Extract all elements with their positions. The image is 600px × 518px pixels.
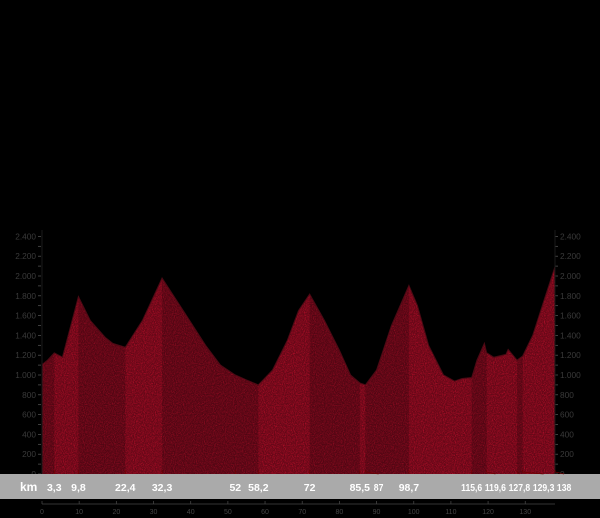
svg-text:58,2: 58,2 bbox=[248, 482, 269, 494]
svg-text:70: 70 bbox=[298, 509, 306, 516]
svg-text:400: 400 bbox=[560, 429, 574, 439]
svg-text:1.000: 1.000 bbox=[560, 370, 581, 380]
svg-text:2.000: 2.000 bbox=[15, 271, 36, 281]
svg-text:1.200: 1.200 bbox=[15, 350, 36, 360]
svg-text:1.000: 1.000 bbox=[15, 370, 36, 380]
svg-text:600: 600 bbox=[560, 410, 574, 420]
svg-text:20: 20 bbox=[112, 509, 120, 516]
svg-text:800: 800 bbox=[22, 390, 36, 400]
svg-text:1.800: 1.800 bbox=[560, 291, 581, 301]
svg-text:32,3: 32,3 bbox=[152, 482, 173, 494]
svg-text:87: 87 bbox=[374, 482, 384, 494]
svg-text:22,4: 22,4 bbox=[115, 482, 136, 494]
svg-text:1.400: 1.400 bbox=[15, 330, 36, 340]
svg-text:100: 100 bbox=[408, 509, 420, 516]
svg-text:50: 50 bbox=[224, 509, 232, 516]
svg-text:60: 60 bbox=[261, 509, 269, 516]
svg-text:52: 52 bbox=[229, 482, 241, 494]
svg-text:1.800: 1.800 bbox=[15, 291, 36, 301]
svg-text:72: 72 bbox=[304, 482, 316, 494]
svg-text:2.200: 2.200 bbox=[15, 251, 36, 261]
svg-text:0: 0 bbox=[40, 509, 44, 516]
svg-text:130: 130 bbox=[519, 509, 531, 516]
svg-text:110: 110 bbox=[445, 509, 456, 516]
svg-text:129,3: 129,3 bbox=[533, 482, 555, 494]
svg-text:115,6: 115,6 bbox=[461, 482, 482, 494]
svg-text:2.200: 2.200 bbox=[560, 251, 581, 261]
svg-text:80: 80 bbox=[335, 509, 343, 516]
svg-text:30: 30 bbox=[150, 509, 158, 516]
svg-text:200: 200 bbox=[22, 449, 36, 459]
svg-text:85,5: 85,5 bbox=[350, 482, 371, 494]
svg-text:1.600: 1.600 bbox=[560, 311, 581, 321]
svg-text:10: 10 bbox=[75, 509, 83, 516]
svg-text:119,6: 119,6 bbox=[485, 482, 506, 494]
svg-text:98,7: 98,7 bbox=[399, 482, 420, 494]
svg-text:1.400: 1.400 bbox=[560, 330, 581, 340]
svg-text:3,3: 3,3 bbox=[47, 482, 62, 494]
svg-text:90: 90 bbox=[373, 509, 381, 516]
svg-text:2.400: 2.400 bbox=[15, 231, 36, 241]
svg-text:1.200: 1.200 bbox=[560, 350, 581, 360]
svg-text:2.000: 2.000 bbox=[560, 271, 581, 281]
svg-text:138: 138 bbox=[557, 482, 572, 494]
svg-text:2.400: 2.400 bbox=[560, 231, 581, 241]
svg-text:127,8: 127,8 bbox=[509, 482, 531, 494]
svg-text:200: 200 bbox=[560, 449, 574, 459]
svg-text:120: 120 bbox=[482, 509, 494, 516]
svg-text:800: 800 bbox=[560, 390, 574, 400]
svg-text:km: km bbox=[20, 480, 37, 494]
svg-text:600: 600 bbox=[22, 410, 36, 420]
svg-text:400: 400 bbox=[22, 429, 36, 439]
svg-text:40: 40 bbox=[187, 509, 195, 516]
svg-text:9,8: 9,8 bbox=[71, 482, 86, 494]
svg-text:1.600: 1.600 bbox=[15, 311, 36, 321]
